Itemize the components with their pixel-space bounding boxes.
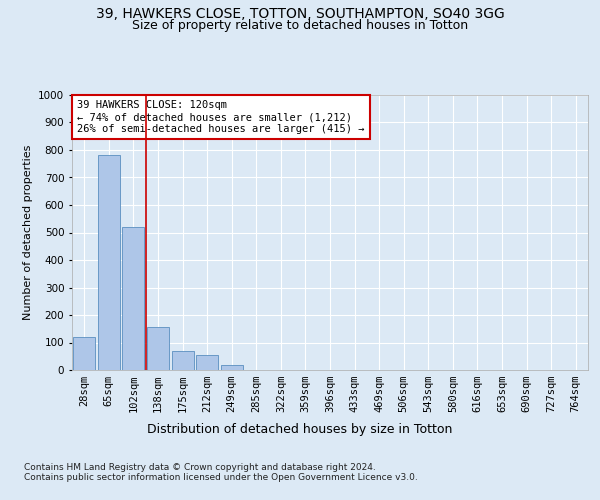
Bar [221,364,243,370]
Bar [147,328,169,370]
Y-axis label: Number of detached properties: Number of detached properties [23,145,32,320]
Bar [172,351,194,370]
Text: Contains public sector information licensed under the Open Government Licence v3: Contains public sector information licen… [24,472,418,482]
Bar [196,355,218,370]
Text: Size of property relative to detached houses in Totton: Size of property relative to detached ho… [132,18,468,32]
Text: 39, HAWKERS CLOSE, TOTTON, SOUTHAMPTON, SO40 3GG: 39, HAWKERS CLOSE, TOTTON, SOUTHAMPTON, … [95,8,505,22]
Bar [73,337,95,370]
Bar [122,227,145,370]
Text: Distribution of detached houses by size in Totton: Distribution of detached houses by size … [148,422,452,436]
Bar [98,156,120,370]
Text: 39 HAWKERS CLOSE: 120sqm
← 74% of detached houses are smaller (1,212)
26% of sem: 39 HAWKERS CLOSE: 120sqm ← 74% of detach… [77,100,365,134]
Text: Contains HM Land Registry data © Crown copyright and database right 2024.: Contains HM Land Registry data © Crown c… [24,462,376,471]
